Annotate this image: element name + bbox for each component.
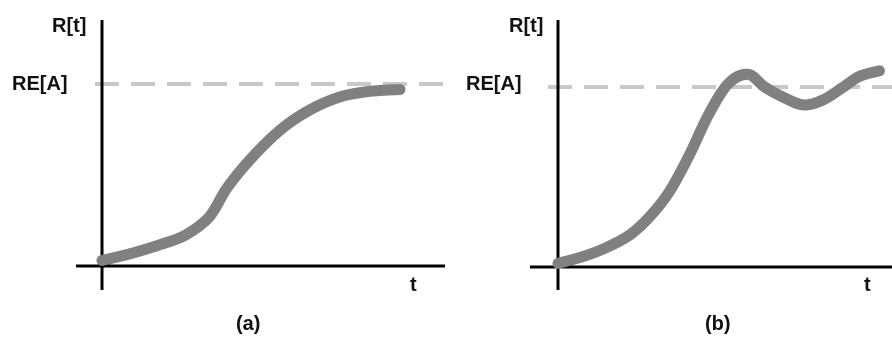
panel-b-series-0-line: [552, 65, 885, 269]
panel-a-reference-label: RE[A]: [12, 73, 68, 95]
panel-b-xlabel: t: [864, 274, 871, 296]
panel-b-panel-label: (b): [705, 313, 731, 335]
panel-a: R[t] RE[A] t (a): [12, 15, 448, 335]
panel-a-xlabel: t: [410, 274, 417, 296]
panel-b-reference-label: RE[A]: [466, 73, 522, 95]
panel-b: R[t] RE[A] t (b): [466, 15, 892, 335]
panel-a-panel-label: (a): [236, 313, 260, 335]
panel-a-ylabel: R[t]: [52, 15, 86, 37]
panel-a-series-0-line: [96, 84, 406, 266]
panel-b-ylabel: R[t]: [509, 15, 543, 37]
